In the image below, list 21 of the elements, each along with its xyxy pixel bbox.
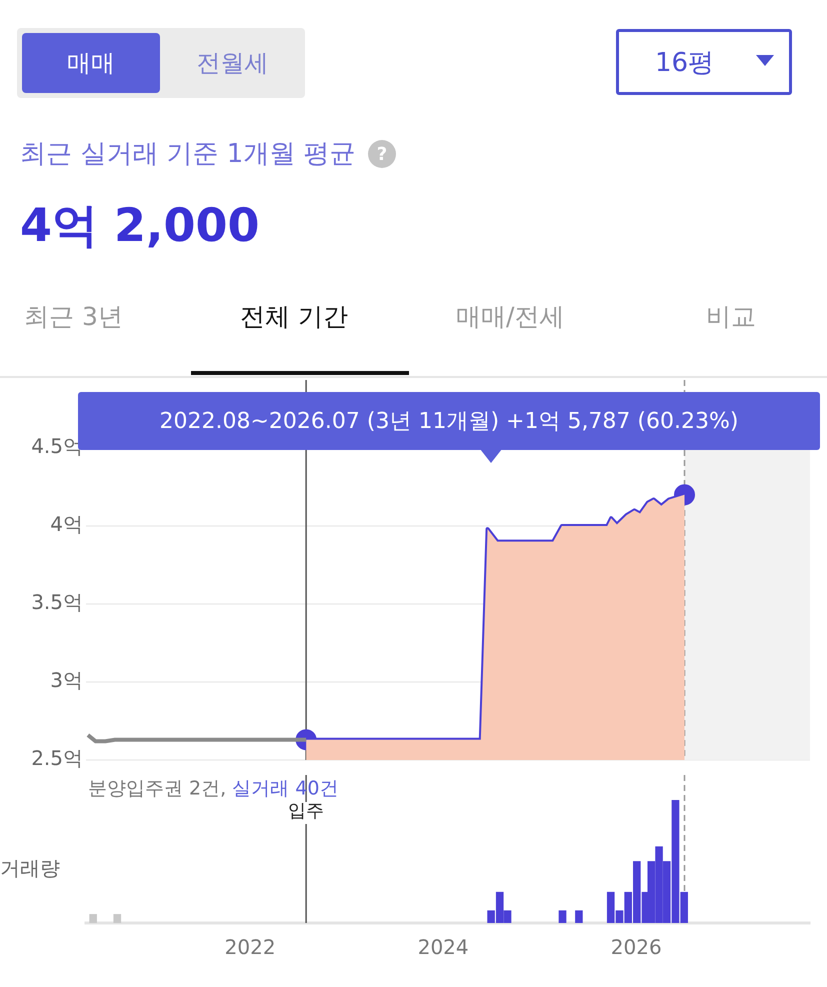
x-tick-label: 2026 — [610, 935, 662, 960]
chart-title: 최근 실거래 기준 1개월 평균 — [20, 138, 356, 171]
annotation: 분양입주권 2건, — [88, 777, 232, 800]
text: 매매 — [22, 33, 160, 93]
x-tick-label: 2022 — [224, 935, 276, 960]
text: 비교 — [706, 301, 756, 333]
text: 매매/전세 — [456, 301, 564, 333]
text: 전월세 — [196, 48, 270, 79]
text: 16평 — [655, 46, 714, 80]
y-axis-title: 거래량 — [0, 855, 60, 882]
tooltip: 2022.08~2026.07 (3년 11개월) +1억 5,787 (60.23%) — [78, 392, 820, 450]
y-tick-label: 2.5억 — [31, 746, 83, 770]
chart-subtitle: 4억 2,000 — [20, 197, 260, 254]
text: 전체 기간 — [240, 301, 348, 333]
text: 최근 3년 — [24, 301, 123, 333]
x-tick-label: 2024 — [418, 935, 469, 960]
y-tick-label: 3.5억 — [31, 590, 83, 614]
y-tick-label: 3억 — [50, 668, 83, 692]
y-tick-label: 4억 — [50, 512, 83, 536]
ref-line-label: 입주 — [288, 800, 324, 822]
help-icon: ? — [368, 140, 396, 168]
